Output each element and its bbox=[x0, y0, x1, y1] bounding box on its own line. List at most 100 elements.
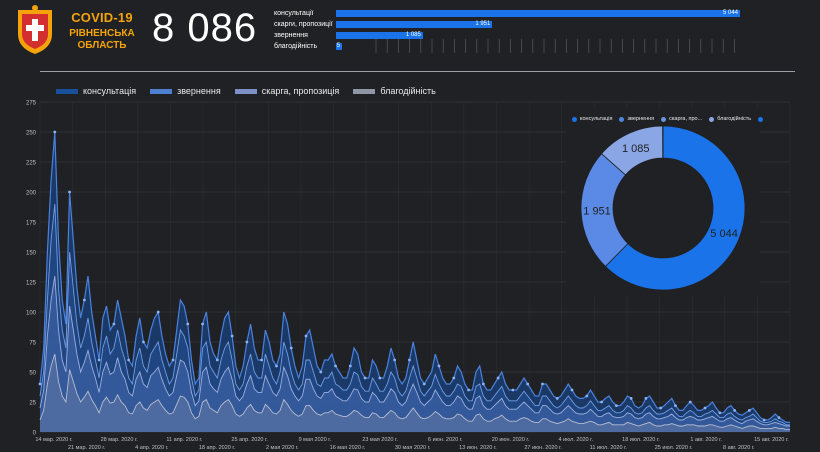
legend-swatch bbox=[150, 88, 173, 94]
data-point bbox=[496, 376, 500, 380]
category-row: благодійність 5 bbox=[272, 42, 742, 53]
data-point bbox=[230, 334, 234, 338]
x-tick-label: 9 мая 2020 г. bbox=[299, 437, 332, 443]
region-coat-of-arms-icon bbox=[18, 5, 52, 54]
category-bar-chart: консультації 5 044 скарги, пропозиції 1 951… bbox=[272, 9, 742, 53]
legend-dot-icon bbox=[661, 116, 667, 122]
x-tick-label: 23 мая 2020 г. bbox=[362, 437, 398, 443]
data-point bbox=[156, 310, 160, 314]
data-point bbox=[97, 358, 101, 362]
x-tick-label: 15 авг. 2020 г. bbox=[754, 437, 789, 443]
data-point bbox=[674, 404, 677, 407]
legend-dot-icon bbox=[572, 116, 577, 122]
data-point bbox=[526, 382, 530, 386]
pie-legend-item[interactable]: консультація bbox=[572, 116, 612, 122]
x-tick-label: 2 мая 2020 г. bbox=[266, 445, 299, 451]
legend-label: благодійність bbox=[380, 86, 436, 96]
y-tick-label: 50 bbox=[29, 371, 36, 377]
category-label: звернення bbox=[274, 32, 308, 39]
data-point bbox=[82, 298, 86, 302]
category-bar: 1 951 bbox=[336, 21, 493, 28]
area-chart-legend: консультація звернення скарга, пропозиція б… bbox=[56, 86, 436, 96]
x-tick-label: 18 июл. 2020 г. bbox=[622, 437, 660, 443]
divider bbox=[40, 71, 795, 72]
data-point bbox=[629, 397, 633, 400]
category-bar: 5 bbox=[336, 43, 343, 50]
data-point bbox=[467, 388, 470, 392]
pie-legend-label: звернення bbox=[627, 116, 655, 122]
data-point bbox=[511, 388, 515, 392]
data-point bbox=[304, 334, 308, 338]
data-point bbox=[614, 404, 618, 407]
pie-legend-label: консультація bbox=[580, 116, 613, 122]
y-tick-label: 25 bbox=[29, 401, 36, 407]
data-point bbox=[659, 406, 663, 410]
pie-legend-item[interactable]: скарга, про... bbox=[661, 116, 702, 122]
legend-item[interactable]: консультація bbox=[56, 86, 136, 96]
legend-swatch bbox=[234, 88, 257, 94]
legend-item[interactable]: звернення bbox=[150, 86, 221, 96]
data-point bbox=[215, 358, 219, 362]
data-point bbox=[378, 376, 382, 380]
x-tick-label: 16 мая 2020 г. bbox=[330, 445, 366, 451]
pie-slice[interactable] bbox=[604, 125, 746, 291]
pie-legend-item[interactable]: благодійність bbox=[709, 116, 751, 122]
y-tick-label: 175 bbox=[26, 221, 37, 227]
data-point bbox=[260, 358, 264, 362]
category-track: 5 044 bbox=[336, 10, 740, 17]
legend-item[interactable]: скарга, пропозиція bbox=[234, 86, 339, 96]
data-point bbox=[275, 364, 278, 368]
y-tick-label: 200 bbox=[26, 191, 37, 197]
series-area bbox=[40, 354, 790, 432]
x-tick-label: 20 июн. 2020 г. bbox=[492, 437, 530, 443]
x-tick-label: 27 июн. 2020 г. bbox=[524, 445, 562, 451]
data-point bbox=[422, 382, 426, 386]
data-point bbox=[644, 397, 648, 400]
x-tick-label: 25 июл. 2020 г. bbox=[655, 445, 693, 451]
legend-item[interactable]: благодійність bbox=[353, 86, 436, 96]
data-point bbox=[733, 409, 736, 412]
y-tick-label: 275 bbox=[26, 101, 37, 107]
pie-legend-label: благодійність bbox=[717, 116, 752, 122]
series-line bbox=[39, 203, 790, 426]
pie-legend-label: скарга, про... bbox=[669, 116, 703, 122]
x-tick-label: 8 авг. 2020 г. bbox=[723, 445, 755, 451]
series-area bbox=[40, 276, 790, 432]
series-line bbox=[39, 353, 790, 431]
pie-slice-label: 1 951 bbox=[583, 205, 611, 217]
pie-slice-label: 1 085 bbox=[622, 143, 650, 155]
y-tick-label: 100 bbox=[26, 311, 37, 317]
category-track: 1 951 bbox=[336, 21, 740, 28]
region-name: РІВНЕНСЬКА ОБЛАСТЬ bbox=[69, 28, 135, 51]
x-tick-label: 14 мар. 2020 г. bbox=[35, 437, 73, 443]
data-point bbox=[408, 358, 411, 362]
x-tick-label: 18 апр. 2020 г. bbox=[199, 445, 236, 451]
legend-swatch bbox=[56, 88, 78, 94]
data-point bbox=[777, 416, 781, 419]
x-tick-label: 4 июл. 2020 г. bbox=[558, 437, 593, 443]
x-tick-label: 11 июл. 2020 г. bbox=[590, 445, 628, 451]
data-point bbox=[541, 382, 544, 386]
brand-block: COVID-19 РІВНЕНСЬКА ОБЛАСТЬ bbox=[62, 10, 142, 52]
data-point bbox=[585, 394, 589, 398]
series-line bbox=[39, 131, 790, 423]
data-point bbox=[600, 400, 603, 404]
data-point bbox=[481, 382, 485, 386]
y-tick-label: 250 bbox=[26, 131, 37, 137]
pie-legend-item[interactable]: звернення bbox=[619, 116, 654, 122]
data-point bbox=[245, 340, 249, 344]
x-tick-label: 1 авг. 2020 г. bbox=[690, 437, 722, 443]
series-area bbox=[40, 204, 790, 432]
data-point bbox=[718, 411, 722, 415]
category-track: 1 085 bbox=[336, 32, 740, 39]
data-point bbox=[437, 364, 441, 368]
data-point bbox=[703, 406, 707, 410]
data-point bbox=[289, 346, 293, 350]
data-point bbox=[319, 370, 323, 374]
category-tick-marks bbox=[375, 39, 735, 53]
y-tick-label: 150 bbox=[26, 251, 37, 257]
pie-chart-legend: консультація звернення скарга, про... благо… bbox=[572, 116, 764, 122]
pie-legend-item[interactable] bbox=[758, 116, 764, 122]
legend-label: звернення bbox=[177, 86, 221, 96]
